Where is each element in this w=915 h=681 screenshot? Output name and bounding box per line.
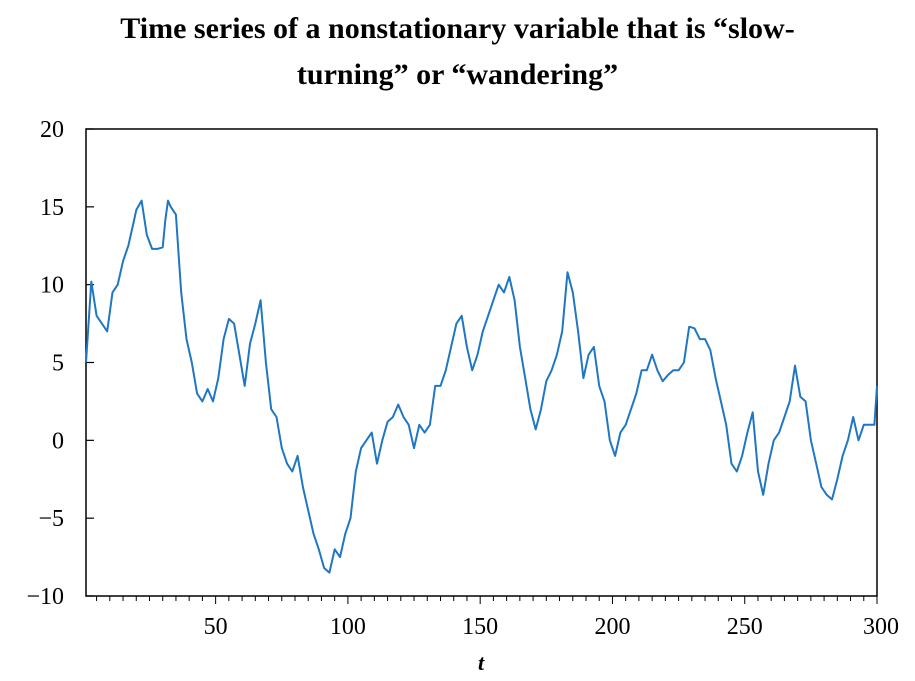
y-tick-label: 0 <box>52 428 64 454</box>
y-tick-label: −10 <box>26 584 64 610</box>
y-tick-label: 20 <box>40 117 64 143</box>
plot-frame <box>85 128 878 597</box>
x-tick-label: 50 <box>204 614 228 640</box>
x-axis-label: t <box>478 650 485 675</box>
chart-title-line-1: Time series of a nonstationary variable … <box>120 12 795 45</box>
y-tick-label: 10 <box>40 273 64 299</box>
x-tick-label: 300 <box>863 614 899 640</box>
x-tick-label: 200 <box>594 614 630 640</box>
chart-title-line-2: turning” or “wandering” <box>296 58 619 91</box>
x-tick-label: 250 <box>727 614 763 640</box>
y-tick-label: −5 <box>38 506 64 532</box>
chart-title: Time series of a nonstationary variable … <box>0 6 915 98</box>
x-tick-label: 150 <box>462 614 498 640</box>
y-tick-label: 5 <box>52 351 64 377</box>
y-tick-label: 15 <box>40 195 64 221</box>
y-axis: 20 15 10 5 0 −5 −10 <box>26 117 94 610</box>
series-line <box>85 199 878 574</box>
x-tick-label: 100 <box>330 614 366 640</box>
x-axis: 50 100 150 200 250 300 <box>96 596 899 640</box>
